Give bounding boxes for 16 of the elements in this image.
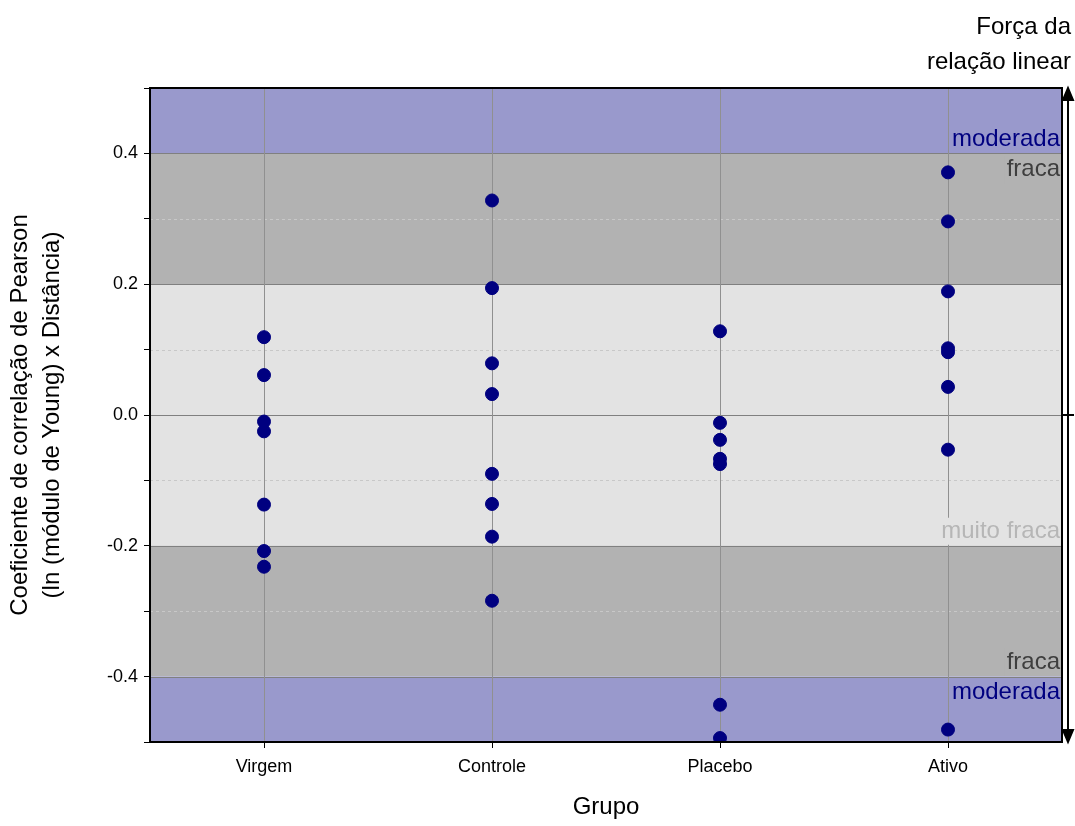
band-label: fraca	[1006, 647, 1061, 675]
y-axis-title: Coeficiente de correlação de Pearson (ln (módulo de Young) x Distância)	[4, 214, 65, 616]
x-tick-label: Ativo	[927, 755, 969, 776]
y-tick-label: -0.4	[106, 665, 138, 686]
band-label: moderada	[951, 124, 1061, 152]
y-tick-label: 0.2	[112, 273, 138, 294]
y-tick-label: 0.4	[112, 142, 138, 163]
band-label: fraca	[1006, 154, 1061, 182]
x-tick-label: Controle	[457, 755, 527, 776]
band-label: moderada	[951, 677, 1061, 705]
text: Força da relação linear	[926, 11, 1071, 76]
x-tick-label: Placebo	[687, 755, 753, 776]
x-axis-title: Grupo	[572, 792, 640, 820]
y-tick-label: 0.0	[112, 403, 138, 424]
y-tick-label: -0.2	[106, 534, 138, 555]
x-tick-label: Virgem	[235, 755, 293, 776]
